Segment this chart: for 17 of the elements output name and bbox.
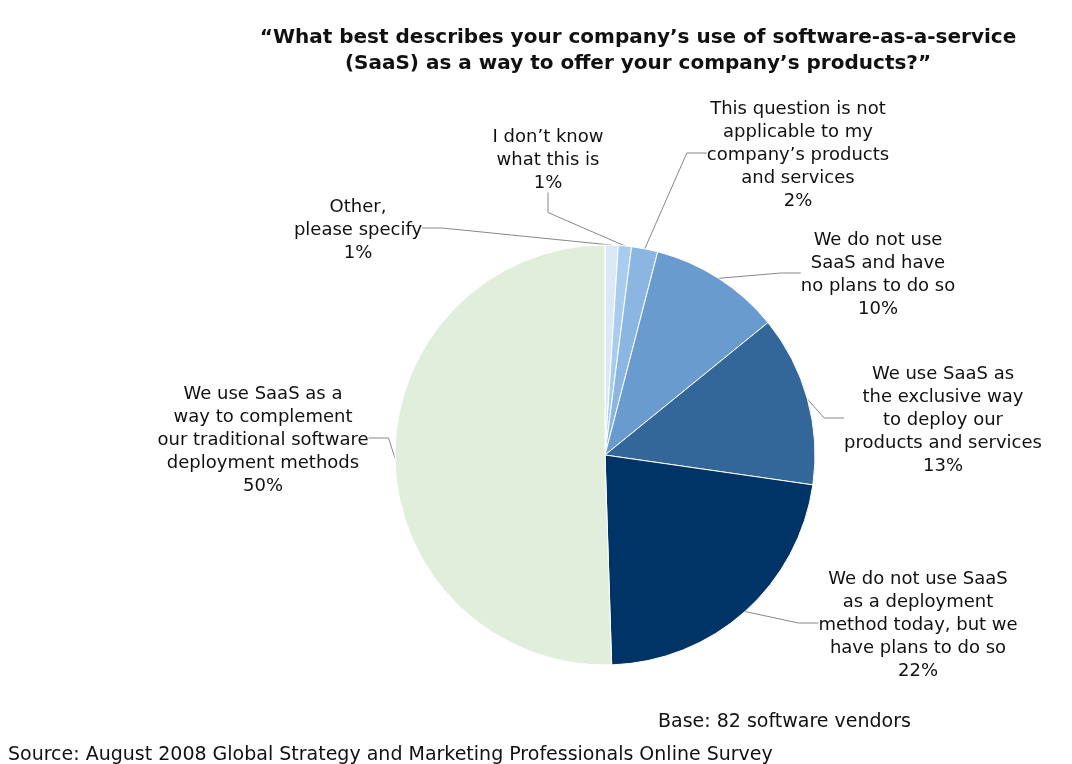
slice-label: I don’t know what this is [492,124,604,169]
data-label: 50% [242,473,284,495]
slice-label: We use SaaS as a way to complement our traditional software deployment methods [157,381,369,472]
chart-title: “What best describes your company’s use of software-as-a-service (SaaS) as a way to offer your company’s products?” [259,24,1017,74]
data-label: 22% [897,658,939,680]
data-label: 1% [343,240,373,262]
data-label: 2% [783,188,813,210]
data-label: 10% [857,297,899,318]
slice-label: We do not use SaaS and have no plans to do so [800,228,956,295]
data-label: 13% [922,453,964,475]
source-note: Source: August 2008 Global Strategy and Marketing Professionals Online Survey [8,741,773,764]
slice-label: We do not use SaaS as a deployment method today, but we have plans to do so [818,566,1018,657]
data-label: 1% [533,170,563,192]
slice-label: Other, please specify [293,194,423,239]
slice-label: This question is not applicable to my company’s products and services [706,96,890,187]
text: Base: 82 software vendors [658,708,911,731]
slice-label: We use SaaS as the exclusive way to deploy our products and services [844,361,1042,452]
